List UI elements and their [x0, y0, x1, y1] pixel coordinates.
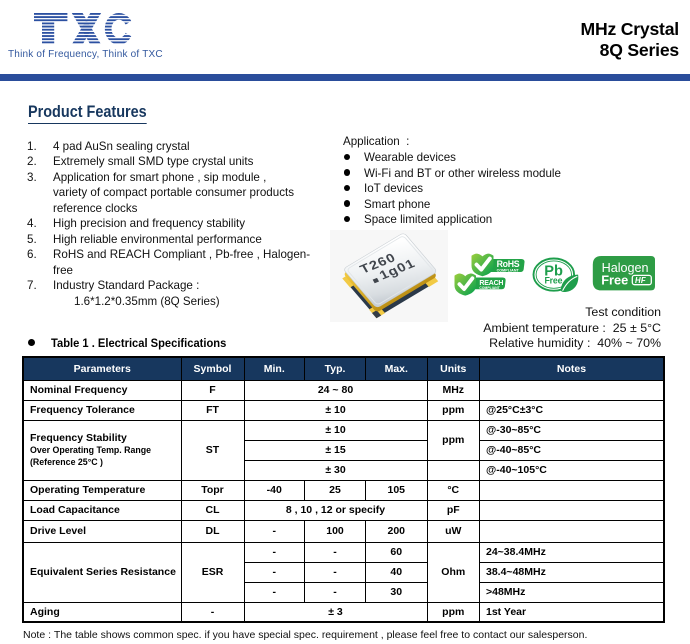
svg-text:COMPLIANT: COMPLIANT: [497, 268, 520, 272]
svg-text:■: ■: [371, 275, 381, 285]
svg-text:Pb: Pb: [544, 264, 563, 280]
svg-text:COMPLIANT: COMPLIANT: [479, 286, 500, 290]
svg-text:REACH: REACH: [479, 280, 503, 287]
svg-text:HF: HF: [635, 276, 646, 285]
svg-text:Free: Free: [601, 273, 628, 288]
svg-text:Halogen: Halogen: [602, 261, 649, 275]
svg-text:RoHS: RoHS: [497, 259, 520, 269]
svg-text:Free: Free: [545, 276, 563, 286]
